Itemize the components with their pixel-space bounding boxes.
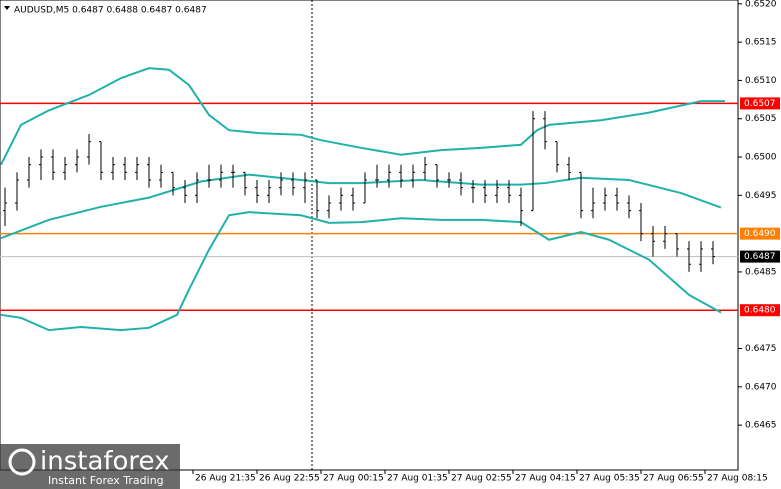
x-tick-label: 27 Aug 00:15: [323, 474, 384, 484]
current-price-line-label: 0.6487: [744, 252, 776, 262]
current-price-line-tag: [740, 250, 780, 263]
watermark-icon: [8, 448, 36, 476]
plot-frame: [0, 0, 739, 471]
band-line: [0, 173, 722, 240]
y-tick-label: 0.6515: [745, 38, 777, 48]
y-tick-label: 0.6470: [745, 382, 777, 392]
y-tick-label: 0.6495: [745, 191, 777, 201]
y-tick-label: 0.6485: [745, 267, 777, 277]
level-line-label: 0.6507: [744, 99, 776, 109]
x-tick-label: 27 Aug 06:55: [643, 474, 704, 484]
x-tick-label: 27 Aug 04:15: [515, 474, 576, 484]
y-tick-label: 0.6520: [745, 0, 777, 9]
x-tick-label: 26 Aug 21:35: [195, 474, 256, 484]
x-tick-label: 27 Aug 05:35: [579, 474, 640, 484]
level-line-tag: [740, 227, 780, 240]
level-line-tag: [740, 304, 780, 317]
y-tick-label: 0.6500: [745, 153, 777, 163]
watermark-tagline: Instant Forex Trading: [48, 474, 164, 487]
x-tick-label: 27 Aug 01:35: [387, 474, 448, 484]
x-tick-label: 27 Aug 08:15: [707, 474, 768, 484]
x-tick-label: 27 Aug 02:55: [451, 474, 512, 484]
watermark-brand: instaforex: [40, 447, 169, 477]
y-tick-label: 0.6510: [745, 76, 777, 86]
chart-title: AUDUSD,M5 0.6487 0.6488 0.6487 0.6487: [14, 6, 207, 16]
level-line-tag: [740, 97, 780, 110]
level-line-label: 0.6490: [744, 229, 776, 239]
y-tick-label: 0.6505: [745, 114, 777, 124]
y-tick-label: 0.6465: [745, 421, 777, 431]
title-icon: [4, 6, 10, 10]
band-line: [0, 67, 725, 166]
y-tick-label: 0.6475: [745, 344, 777, 354]
band-line: [0, 211, 722, 332]
level-line-label: 0.6480: [744, 306, 776, 316]
watermark: instaforex Instant Forex Trading: [0, 444, 180, 489]
x-tick-label: 26 Aug 22:55: [259, 474, 320, 484]
